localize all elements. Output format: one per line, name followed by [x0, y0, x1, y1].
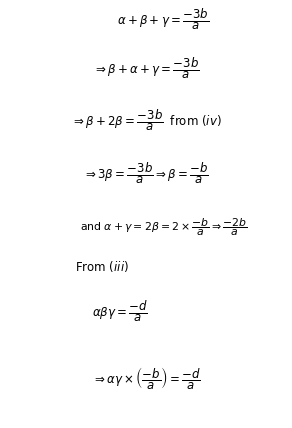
- Text: $\alpha + \beta + \gamma = \dfrac{-3b}{a}$: $\alpha + \beta + \gamma = \dfrac{-3b}{a…: [117, 7, 210, 32]
- Text: $\Rightarrow \beta + \alpha + \gamma = \dfrac{-3b}{a}$: $\Rightarrow \beta + \alpha + \gamma = \…: [93, 56, 199, 81]
- Text: $\alpha\beta\gamma = \dfrac{-d}{a}$: $\alpha\beta\gamma = \dfrac{-d}{a}$: [92, 299, 148, 324]
- Text: $\Rightarrow \alpha\gamma \times \left(\dfrac{-b}{a}\right) = \dfrac{-d}{a}$: $\Rightarrow \alpha\gamma \times \left(\…: [92, 366, 200, 392]
- Text: $\Rightarrow \beta + 2\beta = \dfrac{-3b}{a}\;$ from $(iv)$: $\Rightarrow \beta + 2\beta = \dfrac{-3b…: [71, 108, 221, 133]
- Text: $\Rightarrow 3\beta = \dfrac{-3b}{a} \Rightarrow \beta = \dfrac{-b}{a}$: $\Rightarrow 3\beta = \dfrac{-3b}{a} \Ri…: [83, 161, 209, 186]
- Text: From $(iii)$: From $(iii)$: [75, 259, 129, 274]
- Text: and $\alpha + \gamma = 2\beta = 2 \times \dfrac{-b}{a} \Rightarrow \dfrac{-2b}{a: and $\alpha + \gamma = 2\beta = 2 \times…: [80, 217, 247, 238]
